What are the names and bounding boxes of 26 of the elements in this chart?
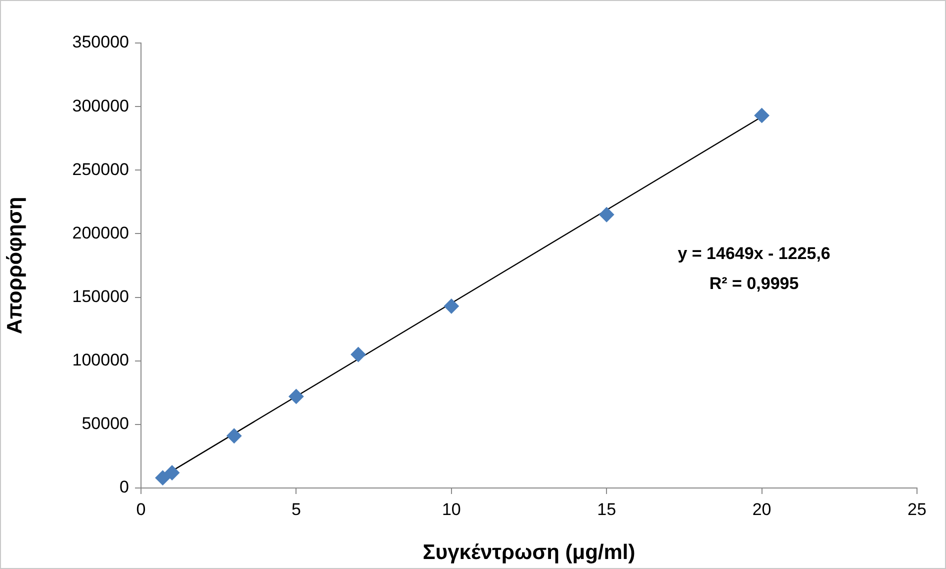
y-tick-label: 350000 <box>72 32 129 52</box>
x-tick-label: 20 <box>752 500 772 519</box>
x-tick-label: 25 <box>908 500 926 519</box>
annotation: y = 14649x - 1225,6 <box>678 244 830 264</box>
y-axis-title: Απορρόφηση <box>3 196 26 334</box>
y-tick-label: 200000 <box>72 223 129 242</box>
x-tick-label: 0 <box>136 500 146 519</box>
y-tick-label: 300000 <box>72 96 129 116</box>
x-tick-label: 15 <box>597 500 616 519</box>
point <box>226 428 242 444</box>
point <box>288 388 304 404</box>
y-tick-label: 150000 <box>72 286 129 306</box>
y-tick-label: 100000 <box>72 350 129 370</box>
y-tick-label: 0 <box>120 478 129 497</box>
point <box>754 108 770 123</box>
y-tick-label: 250000 <box>72 160 129 179</box>
y-tick-label: 50000 <box>82 414 129 434</box>
point <box>155 470 170 486</box>
point <box>444 298 459 314</box>
point <box>164 465 180 480</box>
annotation: R² = 0,9995 <box>709 274 799 294</box>
x-tick-label: 5 <box>291 500 301 519</box>
point <box>350 347 366 362</box>
x-tick-label: 10 <box>442 500 461 519</box>
point <box>599 207 614 222</box>
x-axis-title: Συγκέντρωση (μg/ml) <box>422 541 636 564</box>
